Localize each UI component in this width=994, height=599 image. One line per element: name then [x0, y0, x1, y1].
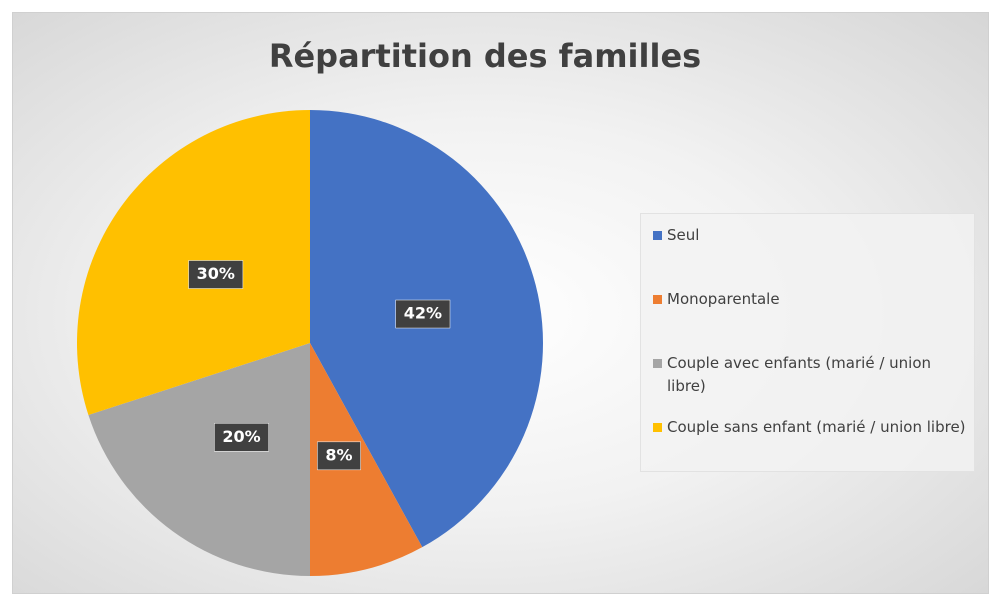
- data-label-text: 8%: [325, 445, 352, 464]
- legend-swatch: [653, 423, 662, 432]
- data-label-box: [317, 441, 361, 471]
- legend-swatch: [653, 359, 662, 368]
- legend: Seul Monoparentale Couple avec enfants (ma…: [640, 213, 975, 472]
- pie-slice: [88, 343, 310, 576]
- legend-label: Monoparentale: [667, 290, 780, 308]
- legend-item: Monoparentale: [653, 288, 966, 352]
- data-label-text: 20%: [222, 427, 260, 446]
- legend-label: Couple sans enfant (marié / union libre): [667, 418, 966, 436]
- legend-item: Couple sans enfant (marié / union libre): [653, 416, 966, 480]
- legend-swatch: [653, 295, 662, 304]
- data-label: 8%: [317, 441, 361, 471]
- data-label: 30%: [188, 260, 244, 289]
- legend-label: Seul: [667, 226, 700, 244]
- legend-item: Couple avec enfants (marié / union libre…: [653, 352, 966, 416]
- data-label-text: 30%: [197, 264, 235, 283]
- data-label: 20%: [214, 423, 269, 452]
- pie-slice: [310, 110, 543, 548]
- legend-item: Seul: [653, 224, 966, 288]
- data-label-box: [214, 423, 269, 452]
- data-label-text: 42%: [404, 304, 442, 323]
- data-label-box: [188, 260, 244, 289]
- chart-title: Répartition des familles: [269, 37, 701, 75]
- data-label-box: [395, 299, 451, 329]
- data-label: 42%: [395, 299, 451, 329]
- pie-slice: [310, 343, 423, 576]
- legend-swatch: [653, 231, 662, 240]
- legend-label: Couple avec enfants (marié / union libre…: [667, 354, 932, 395]
